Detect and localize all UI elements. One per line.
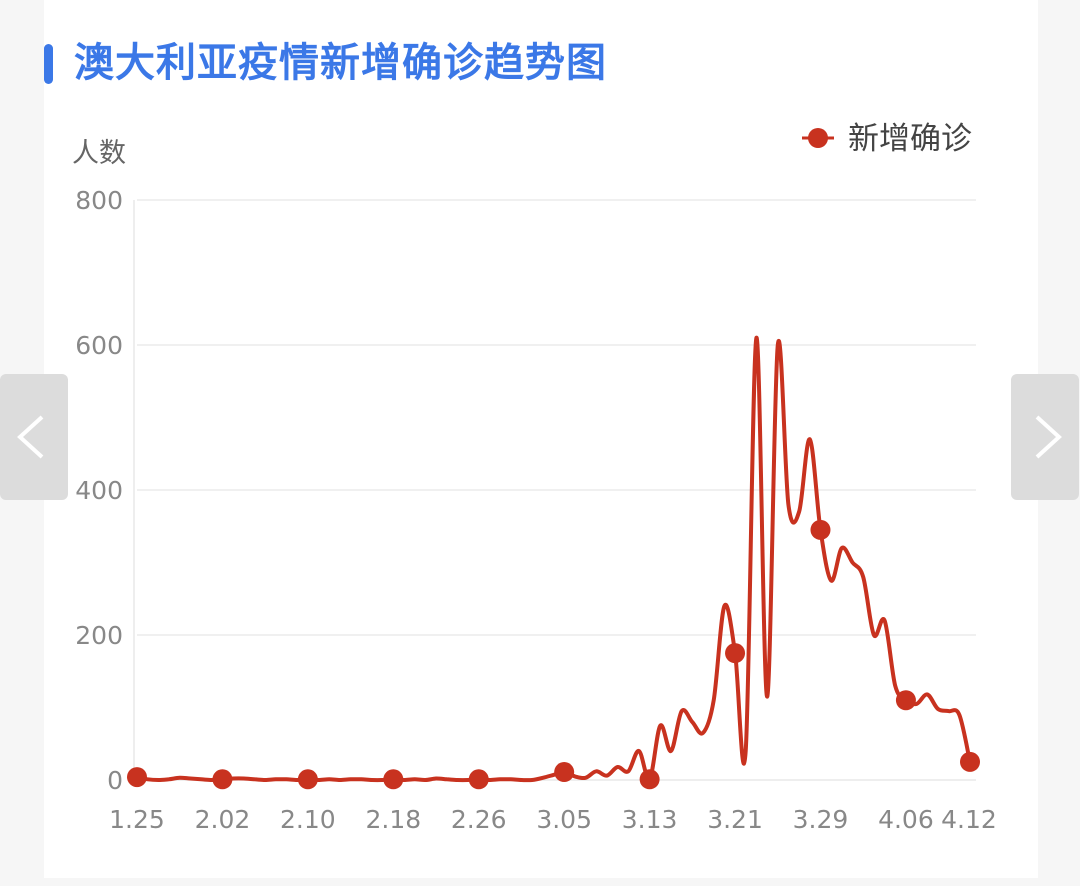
chevron-left-icon <box>17 415 44 459</box>
data-point <box>212 769 233 790</box>
y-tick-label: 200 <box>75 621 123 650</box>
data-point <box>810 519 831 540</box>
data-point <box>725 643 746 664</box>
y-axis-title: 人数 <box>72 138 126 169</box>
y-tick-label: 0 <box>107 766 123 795</box>
data-point <box>895 690 916 711</box>
x-tick-label: 2.10 <box>280 805 336 834</box>
data-point <box>297 769 318 790</box>
x-tick-label: 2.02 <box>195 805 251 834</box>
title-accent-bar <box>44 44 53 84</box>
data-point <box>554 762 575 783</box>
legend-marker <box>808 128 828 148</box>
data-point <box>639 769 660 790</box>
x-tick-label: 4.12 <box>941 805 997 834</box>
chart-card: 澳大利亚疫情新增确诊趋势图 <box>44 0 1038 878</box>
x-tick-label: 3.13 <box>622 805 678 834</box>
x-tick-label: 2.26 <box>451 805 507 834</box>
x-tick-label: 2.18 <box>365 805 421 834</box>
data-point <box>127 767 147 788</box>
y-tick-label: 400 <box>75 476 123 505</box>
x-tick-label: 1.25 <box>109 805 165 834</box>
chevron-right-icon <box>1035 415 1062 459</box>
x-tick-label: 3.05 <box>536 805 592 834</box>
legend-label: 新增确诊 <box>848 121 972 157</box>
chart-title: 澳大利亚疫情新增确诊趋势图 <box>74 40 607 86</box>
data-point <box>383 769 404 790</box>
y-tick-label: 800 <box>75 186 123 215</box>
x-tick-label: 4.06 <box>878 805 934 834</box>
x-tick-label: 3.21 <box>707 805 763 834</box>
data-point <box>468 769 489 790</box>
series-line-新增确诊 <box>136 335 972 783</box>
y-tick-label: 600 <box>75 331 123 360</box>
prev-chart-button[interactable] <box>0 374 68 500</box>
next-chart-button[interactable] <box>1011 374 1079 500</box>
x-tick-label: 3.29 <box>793 805 849 834</box>
data-point <box>960 751 980 772</box>
